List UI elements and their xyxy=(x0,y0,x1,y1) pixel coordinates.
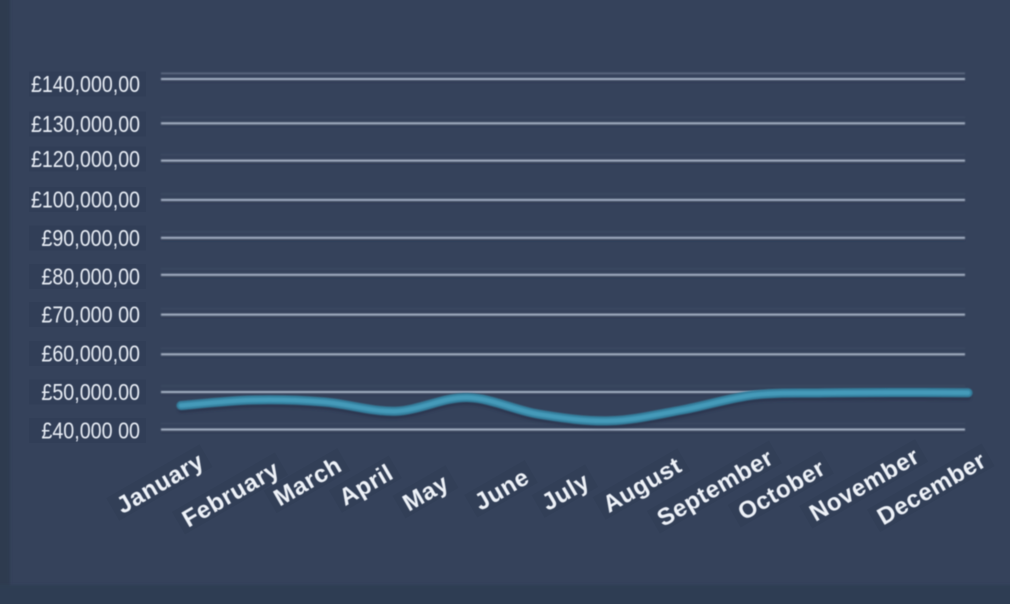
svg-text:£130,000,00: £130,000,00 xyxy=(31,111,140,137)
svg-text:£100,000,00: £100,000,00 xyxy=(31,187,140,213)
svg-text:£80,000,00: £80,000,00 xyxy=(41,264,140,290)
svg-text:£60,000,00: £60,000,00 xyxy=(41,341,140,367)
svg-text:£120,000,00: £120,000,00 xyxy=(31,146,140,172)
svg-text:£40,000 00: £40,000 00 xyxy=(41,418,140,444)
svg-text:£50,000.00: £50,000.00 xyxy=(41,379,140,405)
svg-text:£90,000,00: £90,000,00 xyxy=(41,225,140,251)
svg-text:£140,000,00: £140,000,00 xyxy=(31,71,140,97)
svg-text:£70,000 00: £70,000 00 xyxy=(41,302,140,328)
